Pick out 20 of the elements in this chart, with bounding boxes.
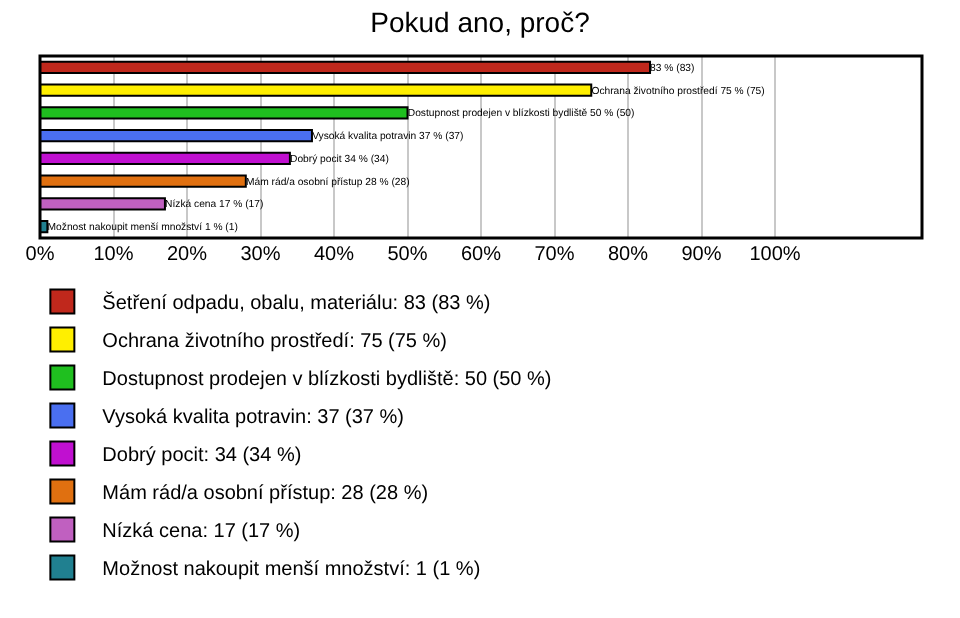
legend-label: Dobrý pocit: 34 (34 %) <box>102 445 302 468</box>
legend-label: Vysoká kvalita potravin: 37 (37 %) <box>102 407 404 430</box>
x-tick-label: 40% <box>313 244 355 266</box>
x-tick-label: 0% <box>25 244 55 266</box>
legend-label: Ochrana životního prostředí: 75 (75 %) <box>102 331 447 354</box>
x-tick-label: 90% <box>681 244 722 266</box>
x-tick-label: 50% <box>387 244 428 266</box>
legend-label: Šetření odpadu, obalu, materiálu: 83 (83 %) <box>102 291 491 316</box>
x-tick-label: 10% <box>93 244 134 266</box>
legend-label: Dostupnost prodejen v blízkosti bydliště: 50 (50 %) <box>102 369 552 392</box>
x-tick-label: 60% <box>460 244 502 266</box>
x-tick-label: 20% <box>166 244 208 266</box>
x-tick-label: 80% <box>607 244 649 266</box>
legend-label: Možnost nakoupit menší množství: 1 (1 %) <box>102 559 481 582</box>
x-tick-label: 30% <box>240 244 281 266</box>
chart-title: Pokud ano, proč? <box>370 5 591 38</box>
x-tick-label: 100% <box>749 244 801 266</box>
x-tick-label: 70% <box>534 244 575 266</box>
legend-label: Nízká cena: 17 (17 %) <box>102 521 301 544</box>
legend-label: Mám rád/a osobní přístup: 28 (28 %) <box>102 483 429 506</box>
